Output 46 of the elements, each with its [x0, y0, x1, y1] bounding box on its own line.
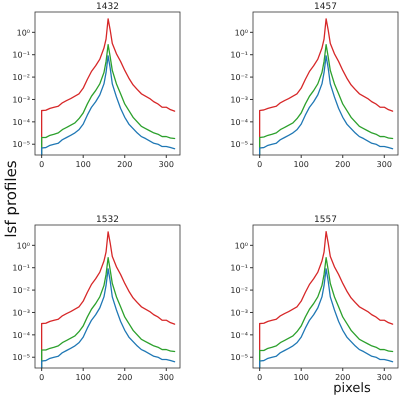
y-tick-label: 10⁻⁴: [230, 118, 248, 127]
x-tick-label: 0: [257, 373, 262, 382]
chart-title: 1532: [96, 215, 119, 225]
x-tick-label: 300: [376, 373, 392, 382]
x-tick-label: 200: [335, 160, 350, 169]
y-tick-label: 10⁻⁴: [12, 330, 30, 340]
y-tick-label: 10⁻⁵: [12, 140, 30, 150]
x-tick-label: 0: [39, 160, 44, 169]
chart-title: 1457: [314, 2, 337, 12]
y-tick-label: 10⁻⁴: [230, 330, 248, 340]
x-tick-label: 0: [257, 160, 262, 169]
x-tick-label: 100: [294, 160, 309, 169]
y-tick-label: 10⁻²: [12, 73, 30, 82]
y-tick-label: 10⁻³: [12, 95, 30, 104]
y-tick-label: 10⁻¹: [230, 50, 248, 60]
y-tick-label: 10⁻²: [230, 286, 248, 296]
x-tick-label: 0: [39, 373, 44, 382]
y-tick-label: 10⁻³: [230, 308, 248, 318]
y-tick-label: 10⁻⁵: [230, 140, 248, 150]
y-axis-title: lsf profiles: [2, 160, 20, 238]
x-tick-label: 100: [76, 160, 91, 169]
x-tick-label: 200: [335, 373, 350, 382]
y-tick-label: 10⁻⁴: [12, 118, 30, 127]
chart-title: 1432: [96, 2, 119, 12]
y-tick-label: 10⁻³: [230, 95, 248, 104]
y-tick-label: 10⁰: [16, 241, 30, 250]
x-tick-label: 200: [117, 373, 132, 382]
y-tick-label: 10⁰: [16, 28, 30, 38]
x-tick-label: 100: [294, 373, 309, 382]
x-tick-label: 100: [76, 373, 91, 382]
x-tick-label: 300: [158, 373, 174, 382]
y-tick-label: 10⁻⁵: [230, 353, 248, 362]
y-tick-label: 10⁻²: [230, 73, 248, 82]
y-tick-label: 10⁻²: [12, 286, 30, 296]
y-tick-label: 10⁰: [234, 241, 248, 250]
x-axis-title: pixels: [333, 381, 371, 396]
y-tick-label: 10⁻⁵: [12, 353, 30, 362]
y-tick-label: 10⁻¹: [12, 50, 30, 60]
x-tick-label: 300: [376, 160, 392, 169]
chart-title: 1557: [314, 215, 337, 225]
y-tick-label: 10⁻¹: [230, 264, 248, 273]
x-tick-label: 300: [158, 160, 174, 169]
x-tick-label: 200: [117, 160, 132, 169]
y-tick-label: 10⁻³: [12, 308, 30, 318]
y-tick-label: 10⁰: [234, 28, 248, 38]
y-tick-label: 10⁻¹: [12, 264, 30, 273]
